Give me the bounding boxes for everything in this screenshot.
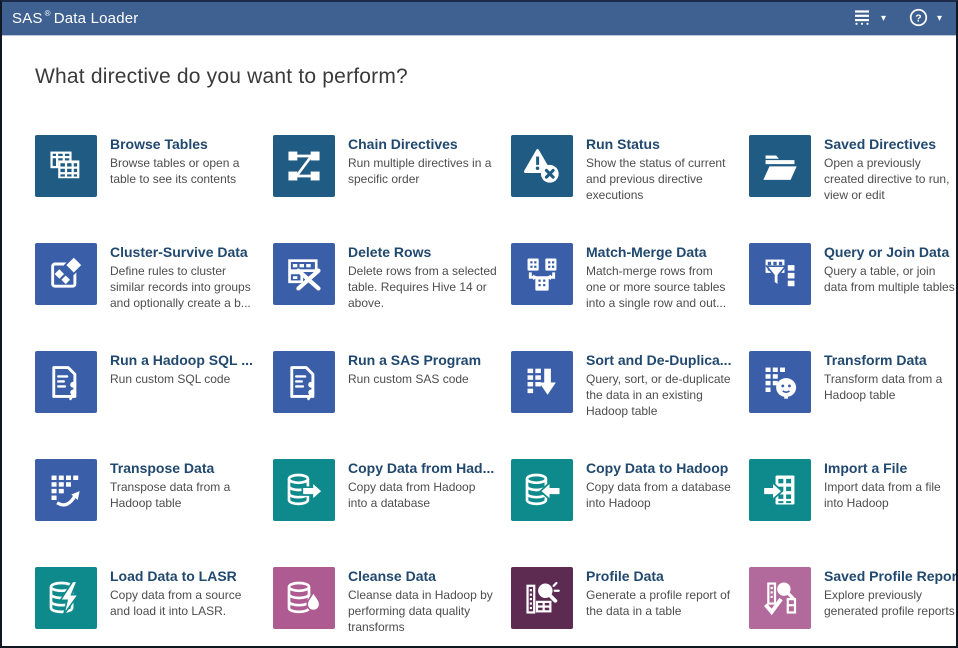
tile-saved-profile-reports[interactable]: Saved Profile Reports Explore previously… [749,567,958,646]
tile-run-status[interactable]: Run Status Show the status of current an… [511,135,749,243]
tile-transform-data[interactable]: Transform Data Transform data from a Had… [749,351,956,459]
sas-brand: SAS [12,10,43,27]
copy-from-hadoop-icon[interactable] [273,459,335,521]
load-lasr-icon[interactable] [35,567,97,629]
tile-title: Run a SAS Program [348,352,482,368]
tile-desc: Open a previously created directive to r… [824,156,950,202]
help-icon: ? [909,8,928,30]
tile-title: Browse Tables [110,136,208,152]
tile-title: Profile Data [586,568,664,584]
directives-list-icon [852,7,872,30]
tile-import-a-file[interactable]: Import a File Import data from a file in… [749,459,956,567]
tile-delete-rows[interactable]: Delete Rows Delete rows from a selected … [273,243,511,351]
directives-menu-button[interactable] [849,5,875,32]
tile-desc: Query a table, or join data from multipl… [824,264,955,294]
directives-menu-caret[interactable]: ▾ [880,13,886,24]
tile-transpose-data[interactable]: Transpose Data Transpose data from a Had… [35,459,273,567]
copy-to-hadoop-icon[interactable] [511,459,573,521]
browse-tables-icon[interactable] [35,135,97,197]
tile-load-data-to-lasr[interactable]: Load Data to LASR Copy data from a sourc… [35,567,273,646]
tile-match-merge-data[interactable]: Match-Merge Data Match-merge rows from o… [511,243,749,351]
tile-desc: Show the status of current and previous … [586,156,726,202]
directive-grid: Browse Tables Browse tables or open a ta… [35,135,958,646]
saved-directives-icon[interactable] [749,135,811,197]
cleanse-data-icon[interactable] [273,567,335,629]
topbar-actions: ▾ ? ▾ [849,5,944,32]
tile-desc: Query, sort, or de-duplicate the data in… [586,372,731,418]
page-title: What directive do you want to perform? [35,65,408,88]
app-title: SAS ® Data Loader [12,9,139,27]
tile-desc: Copy data from a source and load it into… [110,588,242,618]
tile-title: Copy Data from Had... [348,460,495,476]
chain-directives-icon[interactable] [273,135,335,197]
transform-data-icon[interactable] [749,351,811,413]
tile-cleanse-data[interactable]: Cleanse Data Cleanse data in Hadoop by p… [273,567,511,646]
topbar: SAS ® Data Loader ▾ ? ▾ [2,2,956,36]
sort-dedup-icon[interactable] [511,351,573,413]
tile-copy-data-from-hadoop[interactable]: Copy Data from Had... Copy data from Had… [273,459,511,567]
tile-title: Run a Hadoop SQL ... [110,352,253,368]
tile-title: Cluster-Survive Data [110,244,248,260]
delete-rows-icon[interactable] [273,243,335,305]
transpose-data-icon[interactable] [35,459,97,521]
import-file-icon[interactable] [749,459,811,521]
tile-profile-data[interactable]: Profile Data Generate a profile report o… [511,567,749,646]
tile-title: Run Status [586,136,660,152]
tile-saved-directives[interactable]: Saved Directives Open a previously creat… [749,135,956,243]
tile-title: Query or Join Data [824,244,950,260]
run-status-icon[interactable] [511,135,573,197]
tile-desc: Copy data from a database into Hadoop [586,480,731,510]
tile-run-a-hadoop-sql-program[interactable]: Run a Hadoop SQL ... Run custom SQL code [35,351,273,459]
tile-chain-directives[interactable]: Chain Directives Run multiple directives… [273,135,511,243]
registered-mark: ® [44,9,51,18]
tile-title: Sort and De-Duplica... [586,352,732,368]
tile-title: Import a File [824,460,908,476]
tile-title: Saved Profile Reports [824,568,958,584]
tile-title: Copy Data to Hadoop [586,460,729,476]
tile-title: Load Data to LASR [110,568,237,584]
tile-desc: Delete rows from a selected table. Requi… [348,264,497,310]
tile-desc: Explore previously generated profile rep… [824,588,955,618]
profile-data-icon[interactable] [511,567,573,629]
help-button[interactable]: ? [906,6,931,32]
tile-desc: Run custom SAS code [348,372,469,386]
tile-desc: Transpose data from a Hadoop table [110,480,231,510]
tile-desc: Cleanse data in Hadoop by performing dat… [348,588,493,634]
svg-text:?: ? [915,13,921,24]
profile-reports-icon[interactable] [749,567,811,629]
tile-title: Chain Directives [348,136,458,152]
run-sas-icon[interactable] [273,351,335,413]
query-join-icon[interactable] [749,243,811,305]
tile-query-or-join-data[interactable]: Query or Join Data Query a table, or joi… [749,243,956,351]
tile-cluster-survive-data[interactable]: Cluster-Survive Data Define rules to clu… [35,243,273,351]
tile-copy-data-to-hadoop[interactable]: Copy Data to Hadoop Copy data from a dat… [511,459,749,567]
run-sql-icon[interactable] [35,351,97,413]
tile-desc: Transform data from a Hadoop table [824,372,943,402]
tile-title: Delete Rows [348,244,432,260]
tile-desc: Run multiple directives in a specific or… [348,156,492,186]
tile-desc: Match-merge rows from one or more source… [586,264,727,310]
tile-desc: Copy data from Hadoop into a database [348,480,476,510]
tile-desc: Run custom SQL code [110,372,231,386]
match-merge-icon[interactable] [511,243,573,305]
tile-browse-tables[interactable]: Browse Tables Browse tables or open a ta… [35,135,273,243]
tile-sort-and-de-duplicate[interactable]: Sort and De-Duplica... Query, sort, or d… [511,351,749,459]
tile-run-a-sas-program[interactable]: Run a SAS Program Run custom SAS code [273,351,511,459]
tile-title: Transform Data [824,352,927,368]
tile-title: Cleanse Data [348,568,436,584]
tile-title: Saved Directives [824,136,937,152]
tile-desc: Define rules to cluster similar records … [110,264,251,310]
product-name: Data Loader [53,10,139,27]
tile-title: Transpose Data [110,460,215,476]
help-menu-caret[interactable]: ▾ [936,13,942,24]
cluster-survive-icon[interactable] [35,243,97,305]
tile-desc: Import data from a file into Hadoop [824,480,941,510]
tile-desc: Generate a profile report of the data in… [586,588,731,618]
tile-desc: Browse tables or open a table to see its… [110,156,240,186]
tile-title: Match-Merge Data [586,244,707,260]
